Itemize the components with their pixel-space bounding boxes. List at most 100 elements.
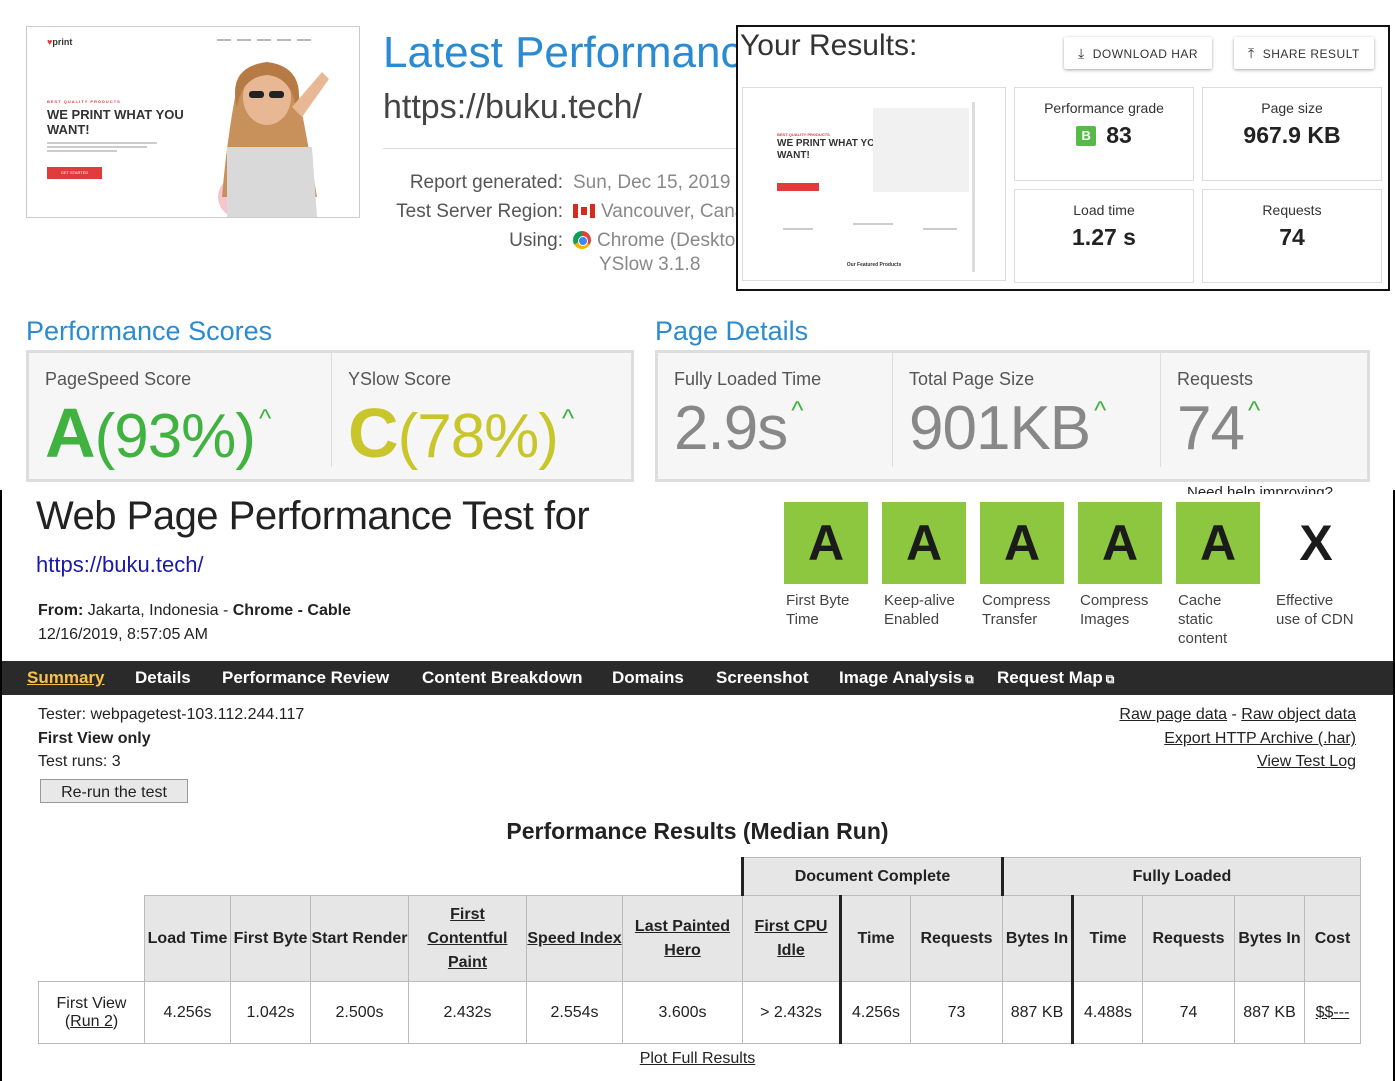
col-speed-index[interactable]: Speed Index bbox=[526, 895, 623, 982]
cell-full-requests: 74 bbox=[1142, 981, 1235, 1044]
total-page-size: Total Page Size 901KB ^ bbox=[892, 353, 1161, 467]
requests-value: 74 bbox=[1279, 224, 1305, 250]
results-title: Performance Results (Median Run) bbox=[506, 818, 889, 844]
col-start-render: Start Render bbox=[310, 895, 409, 982]
page-details-title: Page Details bbox=[655, 316, 809, 346]
caret-up-icon: ^ bbox=[258, 403, 271, 433]
caret-up-icon: ^ bbox=[1094, 395, 1106, 425]
tab-performance-review[interactable]: Performance Review bbox=[222, 668, 390, 687]
col-load-time: Load Time bbox=[144, 895, 231, 982]
run-2-link[interactable]: Run 2 bbox=[70, 1012, 113, 1030]
group-fully-loaded: Fully Loaded bbox=[1001, 857, 1361, 896]
pagespeed-label: PageSpeed Score bbox=[45, 369, 192, 389]
cost-link[interactable]: $$--- bbox=[1315, 1003, 1350, 1021]
share-result-button[interactable]: ⤒ SHARE RESULT bbox=[1234, 37, 1374, 69]
grade-label: Effective use of CDN bbox=[1276, 592, 1354, 628]
thumbnail-footer: Our Featured Products bbox=[846, 262, 902, 268]
total-size-value: 901KB ^ bbox=[909, 394, 1106, 463]
cell-cpu-idle: > 2.432s bbox=[742, 981, 841, 1044]
cell-lph: 3.600s bbox=[622, 981, 743, 1044]
region-value: Vancouver, Cana bbox=[573, 201, 745, 223]
row-label: First View (Run 2) bbox=[38, 981, 145, 1044]
grade-cache-static[interactable]: A bbox=[1176, 502, 1260, 584]
col-last-painted-hero[interactable]: Last Painted Hero bbox=[622, 895, 743, 982]
raw-data-links: Raw page data - Raw object data bbox=[1119, 706, 1356, 723]
cell-cost: $$--- bbox=[1304, 981, 1361, 1044]
page-size-value: 967.9 KB bbox=[1243, 122, 1341, 148]
results-table: Document Complete Fully Loaded Load Time… bbox=[38, 857, 1361, 1044]
requests: Requests 74 ^ bbox=[1160, 353, 1368, 467]
grade-compress-images[interactable]: A bbox=[1078, 502, 1162, 584]
col-first-contentful-paint[interactable]: First Contentful Paint bbox=[408, 895, 527, 982]
thumbnail-nav bbox=[217, 39, 337, 43]
page-size-label: Page size bbox=[1261, 100, 1323, 116]
test-from: From: Jakarta, Indonesia - Chrome - Cabl… bbox=[38, 602, 351, 619]
grade-cdn[interactable]: X bbox=[1299, 515, 1333, 571]
tab-image-analysis[interactable]: Image Analysis ⧉ bbox=[839, 668, 974, 687]
grade-label: Cache static content bbox=[1178, 592, 1228, 647]
webpagetest-report: Need help improving? Web Page Performanc… bbox=[0, 484, 1395, 1081]
first-view-only: First View only bbox=[38, 730, 151, 747]
table-spacer bbox=[39, 896, 145, 982]
grade-keep-alive[interactable]: A bbox=[882, 502, 966, 584]
tab-details[interactable]: Details bbox=[135, 668, 191, 687]
results-screenshot-thumbnail: BEST QUALITY PRODUCTS WE PRINT WHAT YOU … bbox=[742, 87, 1006, 281]
thumbnail-cta bbox=[777, 183, 819, 191]
download-har-button[interactable]: ⤓ DOWNLOAD HAR bbox=[1064, 37, 1213, 69]
cell-full-bytes: 887 KB bbox=[1234, 981, 1305, 1044]
report-generated-label: Report generated: bbox=[409, 172, 563, 193]
tab-request-map[interactable]: Request Map ⧉ bbox=[997, 668, 1115, 687]
caret-up-icon: ^ bbox=[1247, 395, 1260, 425]
performance-scores-title: Performance Scores bbox=[26, 316, 273, 346]
pagespeed-value: A(93%) ^ bbox=[45, 394, 271, 472]
tested-url-link[interactable]: https://buku.tech/ bbox=[36, 552, 204, 577]
tab-summary[interactable]: Summary bbox=[27, 668, 105, 687]
thumbnail-headline: WE PRINT WHAT YOU WANT! bbox=[47, 107, 184, 137]
cell-first-byte: 1.042s bbox=[230, 981, 311, 1044]
requests-label: Requests bbox=[1177, 369, 1254, 389]
raw-page-data-link[interactable]: Raw page data bbox=[1119, 706, 1228, 723]
load-time-value: 1.27 s bbox=[1072, 224, 1136, 250]
fully-loaded-label: Fully Loaded Time bbox=[674, 369, 822, 389]
chrome-icon bbox=[573, 231, 591, 249]
cell-doc-requests: 73 bbox=[910, 981, 1003, 1044]
col-full-bytes: Bytes In bbox=[1234, 895, 1305, 982]
requests-card: Requests 74 bbox=[1202, 189, 1382, 283]
divider bbox=[383, 148, 743, 149]
rerun-test-button[interactable]: Re-run the test bbox=[40, 779, 188, 803]
cell-speed-index: 2.554s bbox=[526, 981, 623, 1044]
help-link[interactable]: Need help improving? bbox=[1187, 484, 1333, 494]
table-spacer bbox=[39, 858, 743, 896]
tab-content-breakdown[interactable]: Content Breakdown bbox=[422, 668, 583, 687]
test-title: Web Page Performance Test for bbox=[36, 494, 590, 538]
col-first-cpu-idle[interactable]: First CPU Idle bbox=[742, 895, 841, 982]
total-size-label: Total Page Size bbox=[909, 369, 1035, 389]
requests-label: Requests bbox=[1262, 202, 1322, 218]
group-document-complete: Document Complete bbox=[741, 857, 1003, 896]
plot-full-results-link[interactable]: Plot Full Results bbox=[639, 1050, 756, 1067]
performance-scores-box: PageSpeed Score A(93%) ^ YSlow Score C(78… bbox=[26, 350, 634, 482]
table-row: First View (Run 2) 4.256s 1.042s 2.500s 2… bbox=[38, 981, 1361, 1044]
thumbnail-hero-image bbox=[873, 108, 969, 192]
tab-domains[interactable]: Domains bbox=[612, 668, 684, 687]
thumbnail-tagline: BEST QUALITY PRODUCTS bbox=[777, 132, 830, 137]
yslow-value: C(78%) ^ bbox=[348, 394, 574, 472]
yslow-score: YSlow Score C(78%) ^ bbox=[331, 353, 632, 472]
page-details-box: Fully Loaded Time 2.9s ^ Total Page Size … bbox=[655, 350, 1370, 482]
grade-compress-transfer[interactable]: A bbox=[980, 502, 1064, 584]
grade-label: Compress Images bbox=[1080, 592, 1149, 628]
view-test-log-link[interactable]: View Test Log bbox=[1256, 753, 1356, 770]
grade-first-byte[interactable]: A bbox=[784, 502, 868, 584]
col-cost: Cost bbox=[1304, 895, 1361, 982]
external-link-icon: ⧉ bbox=[1105, 672, 1115, 686]
export-har-link[interactable]: Export HTTP Archive (.har) bbox=[1164, 730, 1356, 747]
tab-screenshot[interactable]: Screenshot bbox=[716, 668, 809, 687]
raw-object-data-link[interactable]: Raw object data bbox=[1241, 706, 1356, 723]
cell-start-render: 2.500s bbox=[310, 981, 409, 1044]
col-full-requests: Requests bbox=[1142, 895, 1235, 982]
yslow-label: YSlow Score bbox=[348, 369, 452, 389]
performance-grade-card: Performance grade B 83 bbox=[1014, 87, 1194, 181]
yslow-version: YSlow 3.1.8 bbox=[599, 254, 701, 275]
download-icon: ⤓ bbox=[1078, 45, 1085, 61]
your-results-panel: Your Results: ⤓ DOWNLOAD HAR ⤒ SHARE RESUL… bbox=[736, 25, 1390, 291]
